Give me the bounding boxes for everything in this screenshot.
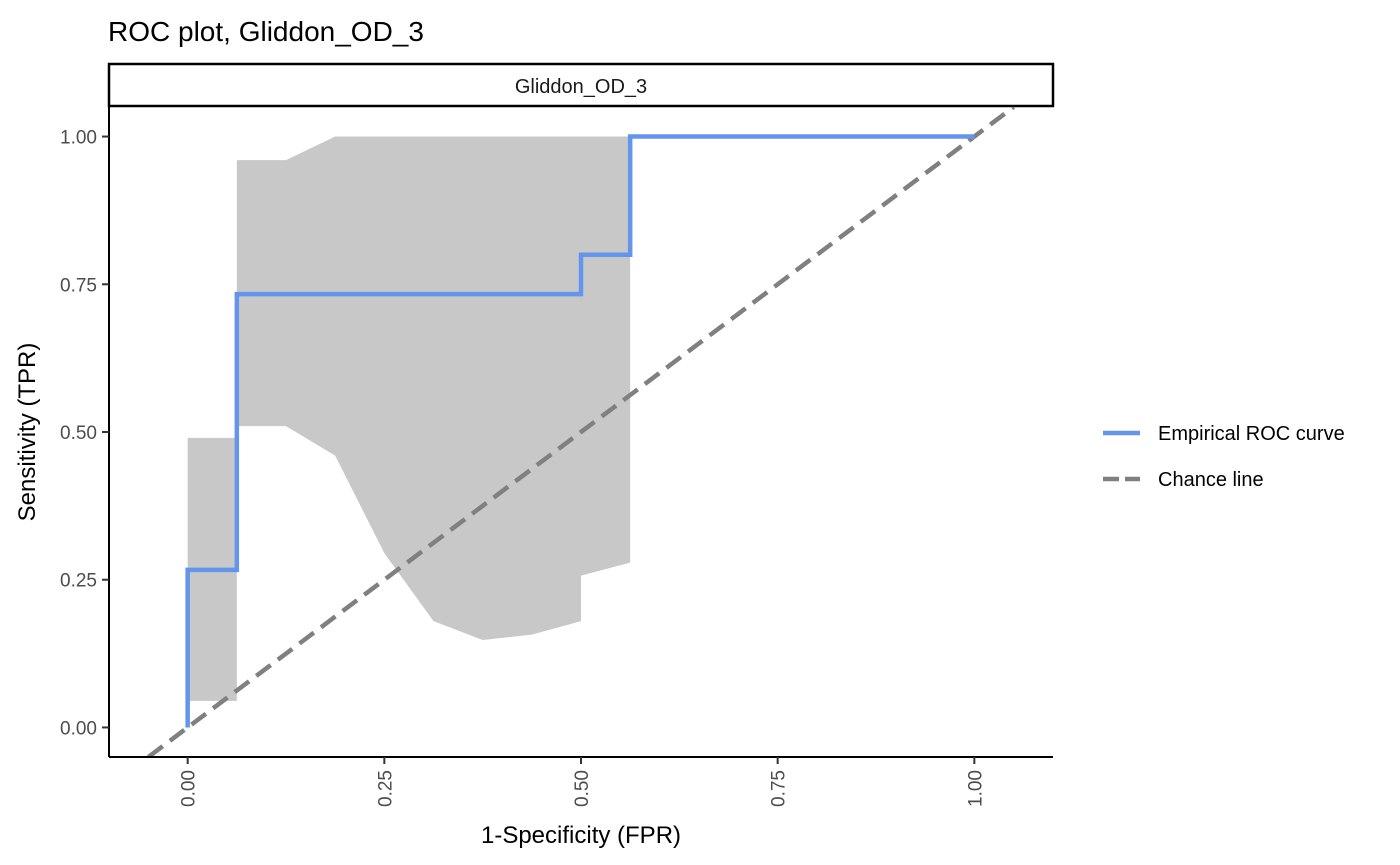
x-axis-title: 1-Specificity (FPR) (481, 822, 681, 849)
facet-strip-label: Gliddon_OD_3 (515, 76, 647, 98)
y-tick-label: 0.25 (60, 571, 97, 592)
y-tick-label: 0.50 (60, 423, 97, 444)
series-layer (146, 107, 1016, 757)
y-tick-label: 1.00 (60, 128, 97, 149)
x-tick-label: 0.00 (179, 770, 200, 807)
empirical-roc-curve (185, 134, 975, 728)
x-tick-label: 0.75 (769, 770, 790, 807)
x-tick-label: 1.00 (965, 770, 986, 807)
x-tick-label: 0.25 (375, 770, 396, 807)
chart-title: ROC plot, Gliddon_OD_3 (108, 16, 424, 47)
chance-line (146, 107, 1016, 757)
legend: Empirical ROC curve Chance line (1103, 423, 1345, 491)
x-tick-label: 0.50 (572, 770, 593, 807)
legend-label: Empirical ROC curve (1158, 423, 1345, 445)
axes-layer: 0.00 0.25 0.50 0.75 1.00 0.00 0.25 0.50 0.75 1.00 (60, 107, 1053, 807)
confidence-band (187, 136, 631, 701)
y-tick-label: 0.75 (60, 275, 97, 296)
legend-label: Chance line (1158, 469, 1264, 491)
confidence-band-layer (187, 136, 631, 701)
facet-strip (107, 62, 1055, 108)
y-tick-label: 0.00 (60, 718, 97, 739)
y-axis-title: Sensitivity (TPR) (14, 343, 41, 522)
